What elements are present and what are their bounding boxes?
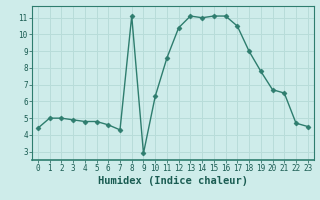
X-axis label: Humidex (Indice chaleur): Humidex (Indice chaleur) — [98, 176, 248, 186]
